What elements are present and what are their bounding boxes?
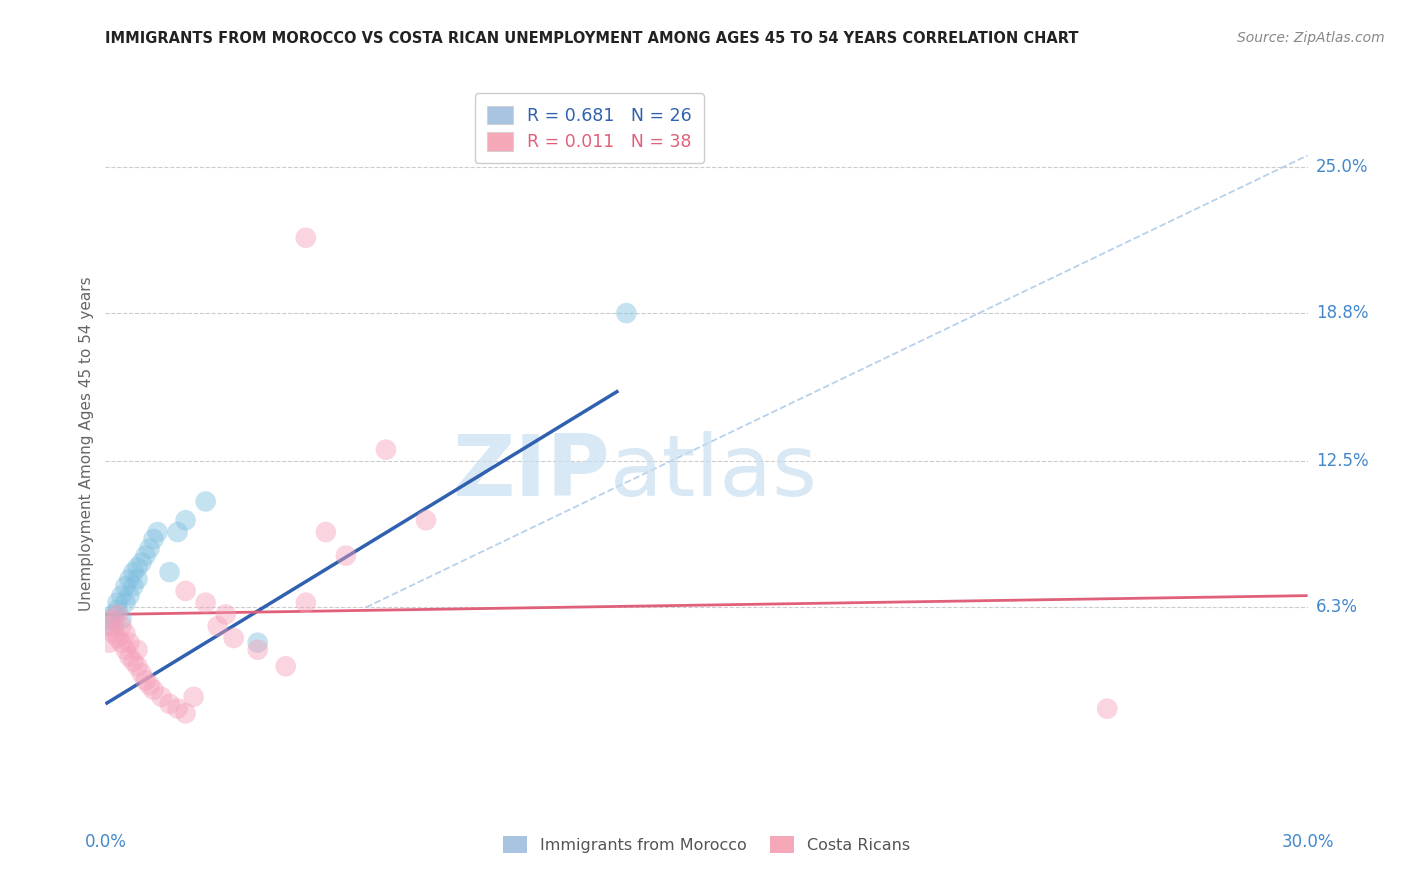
Point [118, 589, 141, 603]
Point [127, 659, 149, 673]
Point [118, 572, 141, 586]
Point [110, 612, 132, 626]
Point [616, 306, 638, 320]
Text: 30.0%: 30.0% [1281, 833, 1334, 851]
Point [138, 541, 160, 556]
Legend: Immigrants from Morocco, Costa Ricans: Immigrants from Morocco, Costa Ricans [496, 830, 917, 859]
Point [194, 596, 217, 610]
Text: atlas: atlas [610, 431, 818, 514]
Point [166, 701, 188, 715]
Text: IMMIGRANTS FROM MOROCCO VS COSTA RICAN UNEMPLOYMENT AMONG AGES 45 TO 54 YEARS CO: IMMIGRANTS FROM MOROCCO VS COSTA RICAN U… [105, 31, 1078, 46]
Point [98, 636, 121, 650]
Point [103, 607, 125, 622]
Point [118, 636, 141, 650]
Point [122, 565, 145, 579]
Point [295, 596, 318, 610]
Point [114, 642, 136, 657]
Point [274, 659, 297, 673]
Point [127, 642, 149, 657]
Point [174, 583, 197, 598]
Point [110, 619, 132, 633]
Point [142, 682, 165, 697]
Point [159, 697, 181, 711]
Point [138, 678, 160, 692]
Point [107, 607, 129, 622]
Text: 12.5%: 12.5% [1316, 452, 1368, 470]
Text: ZIP: ZIP [453, 431, 610, 514]
Point [194, 494, 217, 508]
Point [142, 532, 165, 546]
Point [222, 631, 245, 645]
Point [122, 655, 145, 669]
Point [374, 442, 398, 457]
Point [207, 619, 229, 633]
Y-axis label: Unemployment Among Ages 45 to 54 years: Unemployment Among Ages 45 to 54 years [79, 277, 94, 611]
Text: 6.3%: 6.3% [1316, 599, 1358, 616]
Point [135, 549, 157, 563]
Point [107, 631, 129, 645]
Point [131, 556, 153, 570]
Point [103, 612, 125, 626]
Point [174, 513, 197, 527]
Point [110, 589, 132, 603]
Point [214, 607, 236, 622]
Point [166, 524, 188, 539]
Point [98, 619, 121, 633]
Point [114, 596, 136, 610]
Point [246, 636, 269, 650]
Point [122, 579, 145, 593]
Point [114, 579, 136, 593]
Point [103, 626, 125, 640]
Point [1097, 701, 1119, 715]
Point [159, 565, 181, 579]
Point [110, 636, 132, 650]
Point [146, 524, 169, 539]
Point [107, 603, 129, 617]
Point [127, 572, 149, 586]
Point [127, 560, 149, 574]
Text: 18.8%: 18.8% [1316, 304, 1368, 322]
Point [103, 619, 125, 633]
Point [150, 690, 173, 704]
Point [335, 549, 357, 563]
Point [174, 706, 197, 721]
Point [98, 612, 121, 626]
Point [415, 513, 437, 527]
Text: 25.0%: 25.0% [1316, 158, 1368, 176]
Point [107, 596, 129, 610]
Text: Source: ZipAtlas.com: Source: ZipAtlas.com [1237, 31, 1385, 45]
Point [131, 666, 153, 681]
Text: 0.0%: 0.0% [84, 833, 127, 851]
Point [315, 524, 337, 539]
Point [295, 231, 318, 245]
Point [114, 626, 136, 640]
Point [183, 690, 205, 704]
Point [135, 673, 157, 688]
Point [118, 649, 141, 664]
Point [246, 642, 269, 657]
